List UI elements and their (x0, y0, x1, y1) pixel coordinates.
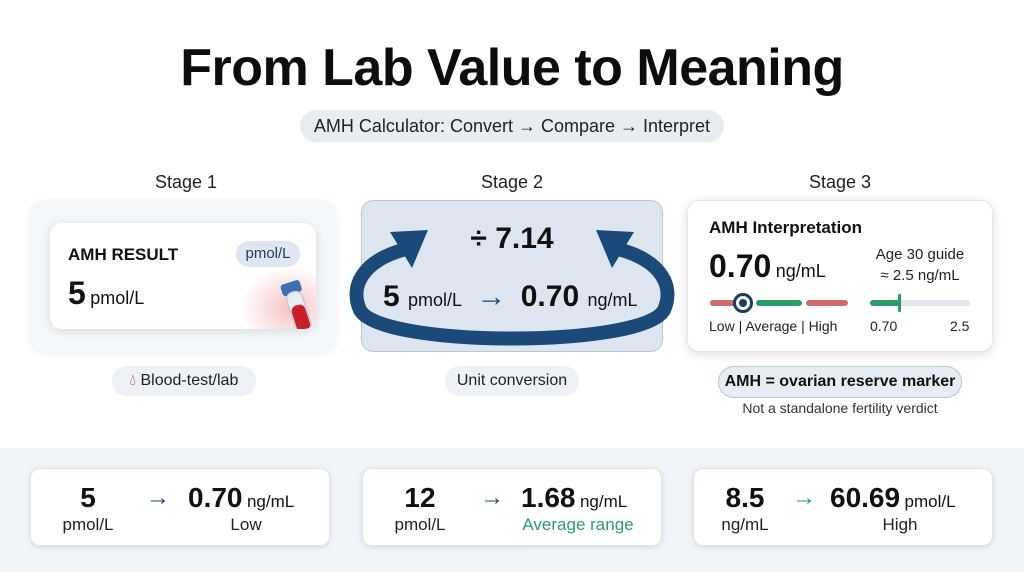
divisor-label: ÷ 7.14 (470, 222, 554, 255)
guide-min-label: 0.70 (870, 318, 898, 334)
amh-disclaimer: Not a standalone fertility verdict (742, 400, 938, 416)
from-value: 5 (383, 280, 400, 313)
example-card-1 (30, 468, 330, 546)
example-2-from-value: 12 (404, 482, 436, 513)
range-bar-high (806, 300, 848, 306)
example-2-arrow-icon: → (480, 484, 504, 511)
interp-unit: ng/mL (775, 261, 826, 281)
range-bar-low (710, 300, 752, 306)
guide-bar-tick (898, 294, 901, 312)
example-1-from-unit: pmol/L (62, 515, 114, 534)
to-unit: ng/mL (587, 290, 638, 310)
conversion-loop-icon (349, 230, 675, 346)
example-2-result: 1.68 ng/mL (521, 482, 627, 514)
stage-3-label: Stage 3 (808, 172, 872, 192)
stage-1-label: Stage 1 (154, 172, 218, 192)
age-guide: Age 30 guide ≈ 2.5 ng/mL (868, 244, 972, 286)
age-guide-line1: Age 30 guide (875, 246, 965, 263)
example-3-to-unit: pmol/L (904, 492, 956, 511)
interpretation-title: AMH Interpretation (709, 218, 862, 237)
amh-result-card: AMH RESULT pmol/L 5 pmol/L (50, 223, 316, 329)
stage-2-label: Stage 2 (480, 172, 544, 192)
example-3-result: 60.69 pmol/L (830, 482, 956, 514)
amh-result-value: 5 pmol/L (68, 275, 144, 312)
example-3-category: High (882, 515, 918, 534)
interpretation-value: 0.70 ng/mL (709, 248, 826, 285)
example-1-to-value: 0.70 (188, 482, 243, 513)
example-3-arrow-icon: → (792, 484, 816, 511)
interpretation-card (687, 200, 993, 352)
subtitle-pill: AMH Calculator: Convert → Compare → Inte… (300, 110, 724, 142)
to-value: 0.70 (520, 280, 580, 313)
example-3-to-value: 60.69 (830, 482, 901, 513)
example-2-category: Average range (522, 515, 634, 534)
value-marker (733, 293, 753, 313)
scale-labels: Low | Average | High (709, 318, 838, 334)
example-3-from-unit: ng/mL (721, 515, 769, 534)
example-1-to-unit: ng/mL (246, 492, 295, 511)
age-guide-line2: ≈ 2.5 ng/mL (880, 267, 960, 284)
from-unit: pmol/L (408, 290, 463, 310)
guide-max-label: 2.5 (950, 318, 970, 334)
example-1-from-value: 5 (80, 482, 96, 513)
amh-result-title: AMH RESULT (68, 245, 179, 264)
amh-marker-pill: AMH = ovarian reserve marker (718, 366, 962, 398)
example-2-to-value: 1.68 (521, 482, 576, 513)
result-number: 5 (68, 275, 86, 311)
example-1-result: 0.70 ng/mL (188, 482, 294, 514)
blood-test-label: Blood-test/lab (140, 372, 239, 389)
example-card-3 (693, 468, 993, 546)
interp-number: 0.70 (709, 248, 772, 284)
example-1-arrow-icon: → (146, 484, 170, 511)
result-unit: pmol/L (90, 288, 145, 308)
unit-conversion-chip: Unit conversion (445, 366, 579, 396)
guide-bar-fill (870, 300, 900, 306)
example-3-from-value: 8.5 (725, 482, 765, 513)
blood-drop-icon: 💧︎ (129, 372, 137, 389)
example-1-category: Low (230, 515, 262, 534)
example-2-from-unit: pmol/L (394, 515, 446, 534)
blood-test-chip: 💧︎ Blood-test/lab (112, 366, 256, 396)
guide-bar-track (870, 300, 970, 306)
example-2-to-unit: ng/mL (579, 492, 628, 511)
page-title: From Lab Value to Meaning (180, 39, 844, 97)
unit-pill: pmol/L (236, 241, 300, 267)
arrow-right-icon: → (476, 280, 507, 313)
range-bar-average (756, 300, 802, 306)
blood-tube-icon (280, 280, 312, 329)
conversion-row: 5 pmol/L → 0.70 ng/mL (383, 280, 638, 314)
example-card-2 (362, 468, 662, 546)
